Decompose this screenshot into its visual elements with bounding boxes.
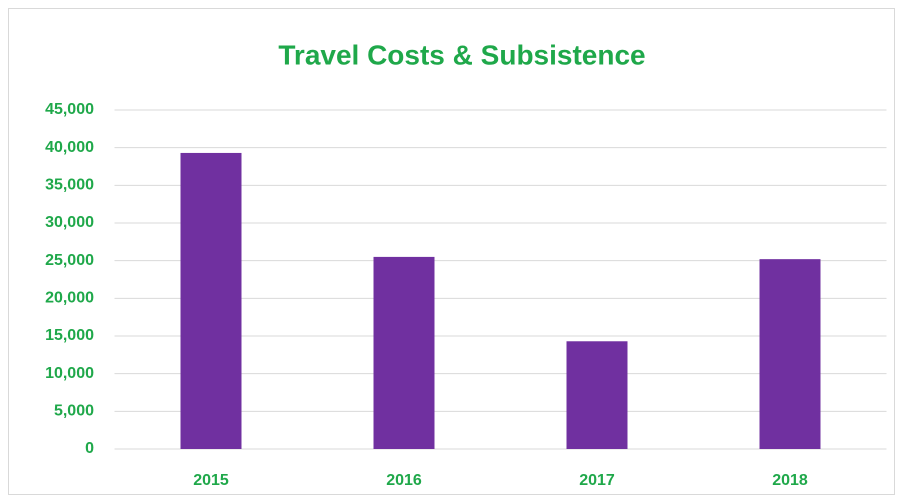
- chart-frame: [8, 8, 895, 495]
- bar: [373, 256, 435, 449]
- bar: [180, 152, 242, 449]
- y-tick-label: 15,000: [45, 327, 94, 344]
- y-tick-label: 30,000: [45, 214, 94, 231]
- y-tick-label: 10,000: [45, 365, 94, 382]
- x-tick-label: 2018: [772, 472, 808, 489]
- y-tick-label: 20,000: [45, 290, 94, 307]
- y-tick-label: 40,000: [45, 139, 94, 156]
- bar: [759, 259, 821, 449]
- y-tick-label: 35,000: [45, 177, 94, 194]
- y-tick-label: 45,000: [45, 101, 94, 118]
- x-tick-label: 2015: [193, 472, 229, 489]
- chart-title: Travel Costs & Subsistence: [278, 39, 645, 70]
- y-tick-label: 0: [85, 440, 94, 457]
- x-tick-label: 2016: [386, 472, 422, 489]
- y-tick-label: 5,000: [54, 403, 94, 420]
- y-tick-label: 25,000: [45, 252, 94, 269]
- bar: [566, 341, 628, 449]
- x-tick-label: 2017: [579, 472, 615, 489]
